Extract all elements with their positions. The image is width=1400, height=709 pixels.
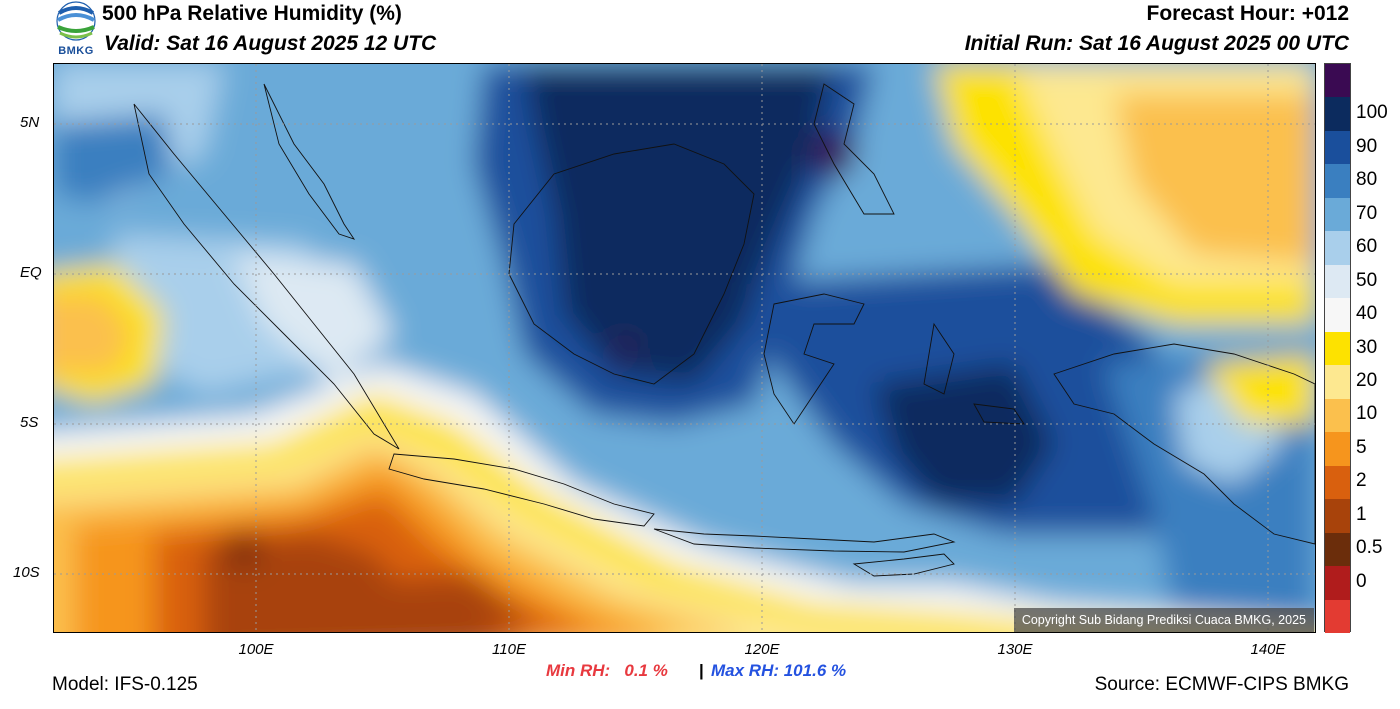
colorbar-label: 0.5 [1356, 537, 1383, 559]
colorbar-segment [1325, 97, 1350, 131]
colorbar-segment [1325, 599, 1350, 633]
max-rh: Max RH: 101.6 % [711, 661, 847, 680]
humidity-map [53, 63, 1316, 633]
colorbar-label: 2 [1356, 470, 1367, 492]
colorbar-label: 70 [1356, 202, 1378, 224]
lat-label-eq: EQ [20, 264, 42, 281]
lat-label-10s: 10S [13, 564, 40, 581]
map-canvas [54, 64, 1315, 632]
colorbar-label: 20 [1356, 369, 1378, 391]
source-label: Source: ECMWF-CIPS BMKG [1094, 674, 1349, 695]
colorbar-label: 40 [1356, 303, 1378, 325]
lon-label-130e: 130E [997, 641, 1033, 658]
humidity-field [54, 64, 1315, 632]
lon-label-100e: 100E [238, 641, 274, 658]
colorbar-segment [1325, 365, 1350, 399]
lon-label-140e: 140E [1250, 641, 1286, 658]
colorbar [1324, 63, 1351, 633]
chart-title: 500 hPa Relative Humidity (%) [102, 2, 402, 25]
colorbar-label: 10 [1356, 403, 1378, 425]
model-label: Model: IFS-0.125 [52, 674, 198, 695]
forecast-hour: Forecast Hour: +012 [1146, 2, 1350, 25]
colorbar-segment [1325, 331, 1350, 366]
valid-time: Valid: Sat 16 August 2025 12 UTC [104, 32, 437, 55]
colorbar-segment [1325, 465, 1350, 500]
colorbar-segment [1325, 432, 1350, 466]
colorbar-label: 1 [1356, 503, 1367, 525]
colorbar-segment [1325, 231, 1350, 265]
colorbar-segment [1325, 64, 1350, 98]
colorbar-label: 5 [1356, 436, 1367, 458]
lat-label-5s: 5S [20, 414, 39, 431]
initial-run: Initial Run: Sat 16 August 2025 00 UTC [964, 32, 1349, 55]
stats-separator: | [699, 661, 704, 680]
colorbar-segment [1325, 197, 1350, 232]
lat-label-5n: 5N [20, 114, 40, 131]
colorbar-label: 0 [1356, 570, 1367, 592]
colorbar-label: 30 [1356, 336, 1378, 358]
colorbar-segment [1325, 298, 1350, 332]
copyright-notice: Copyright Sub Bidang Prediksi Cuaca BMKG… [1013, 608, 1314, 632]
min-rh: Min RH: 0.1 % [546, 661, 668, 680]
colorbar-label: 80 [1356, 169, 1378, 191]
graticule [54, 64, 1315, 632]
colorbar-segment [1325, 566, 1350, 600]
colorbar-label: 60 [1356, 236, 1378, 258]
logo-text: BMKG [58, 45, 94, 57]
colorbar-segment [1325, 398, 1350, 433]
lon-label-120e: 120E [744, 641, 780, 658]
coastlines [133, 83, 1315, 577]
colorbar-segment [1325, 264, 1350, 299]
colorbar-label: 90 [1356, 135, 1378, 157]
colorbar-segment [1325, 499, 1350, 533]
colorbar-segment [1325, 532, 1350, 567]
colorbar-label: 50 [1356, 269, 1378, 291]
colorbar-label: 100 [1356, 102, 1388, 124]
colorbar-segment [1325, 164, 1350, 198]
bmkg-logo-icon [52, 1, 100, 59]
colorbar-segment [1325, 130, 1350, 165]
lon-label-110e: 110E [492, 641, 526, 658]
